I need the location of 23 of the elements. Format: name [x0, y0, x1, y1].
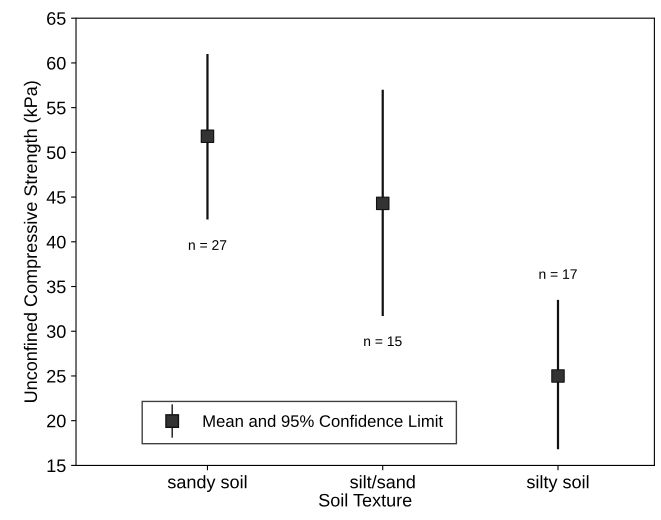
- y-tick-label: 15: [48, 460, 66, 472]
- x-tick-label: sandy soil: [168, 475, 246, 492]
- y-tick-label: 50: [46, 146, 66, 160]
- y-tick-label: 25: [47, 370, 66, 383]
- y-tick-label: 40: [46, 236, 66, 249]
- y-axis-title: Unconfined Compressive Strength (kPa): [24, 81, 41, 402]
- x-tick-label: silty soil: [526, 475, 588, 492]
- x-tick-label: silt/sand: [350, 475, 415, 488]
- annotation: n = 27: [188, 240, 226, 250]
- y-tick-label: 55: [46, 102, 66, 114]
- y-tick-label: 45: [46, 191, 66, 204]
- annotation: n = 15: [364, 336, 402, 346]
- legend-label: Mean and 95% Confidence Limit: [204, 414, 443, 428]
- y-tick-label: 20: [47, 414, 66, 428]
- point: [200, 129, 214, 144]
- point: [551, 369, 565, 383]
- x-axis-title: Soil Texture: [319, 493, 412, 507]
- y-tick-label: 30: [46, 325, 66, 338]
- y-tick-label: 65: [47, 12, 66, 25]
- point: [376, 196, 390, 210]
- y-tick-label: 60: [47, 56, 66, 70]
- y-tick-label: 35: [46, 280, 66, 294]
- annotation: n = 17: [539, 269, 577, 279]
